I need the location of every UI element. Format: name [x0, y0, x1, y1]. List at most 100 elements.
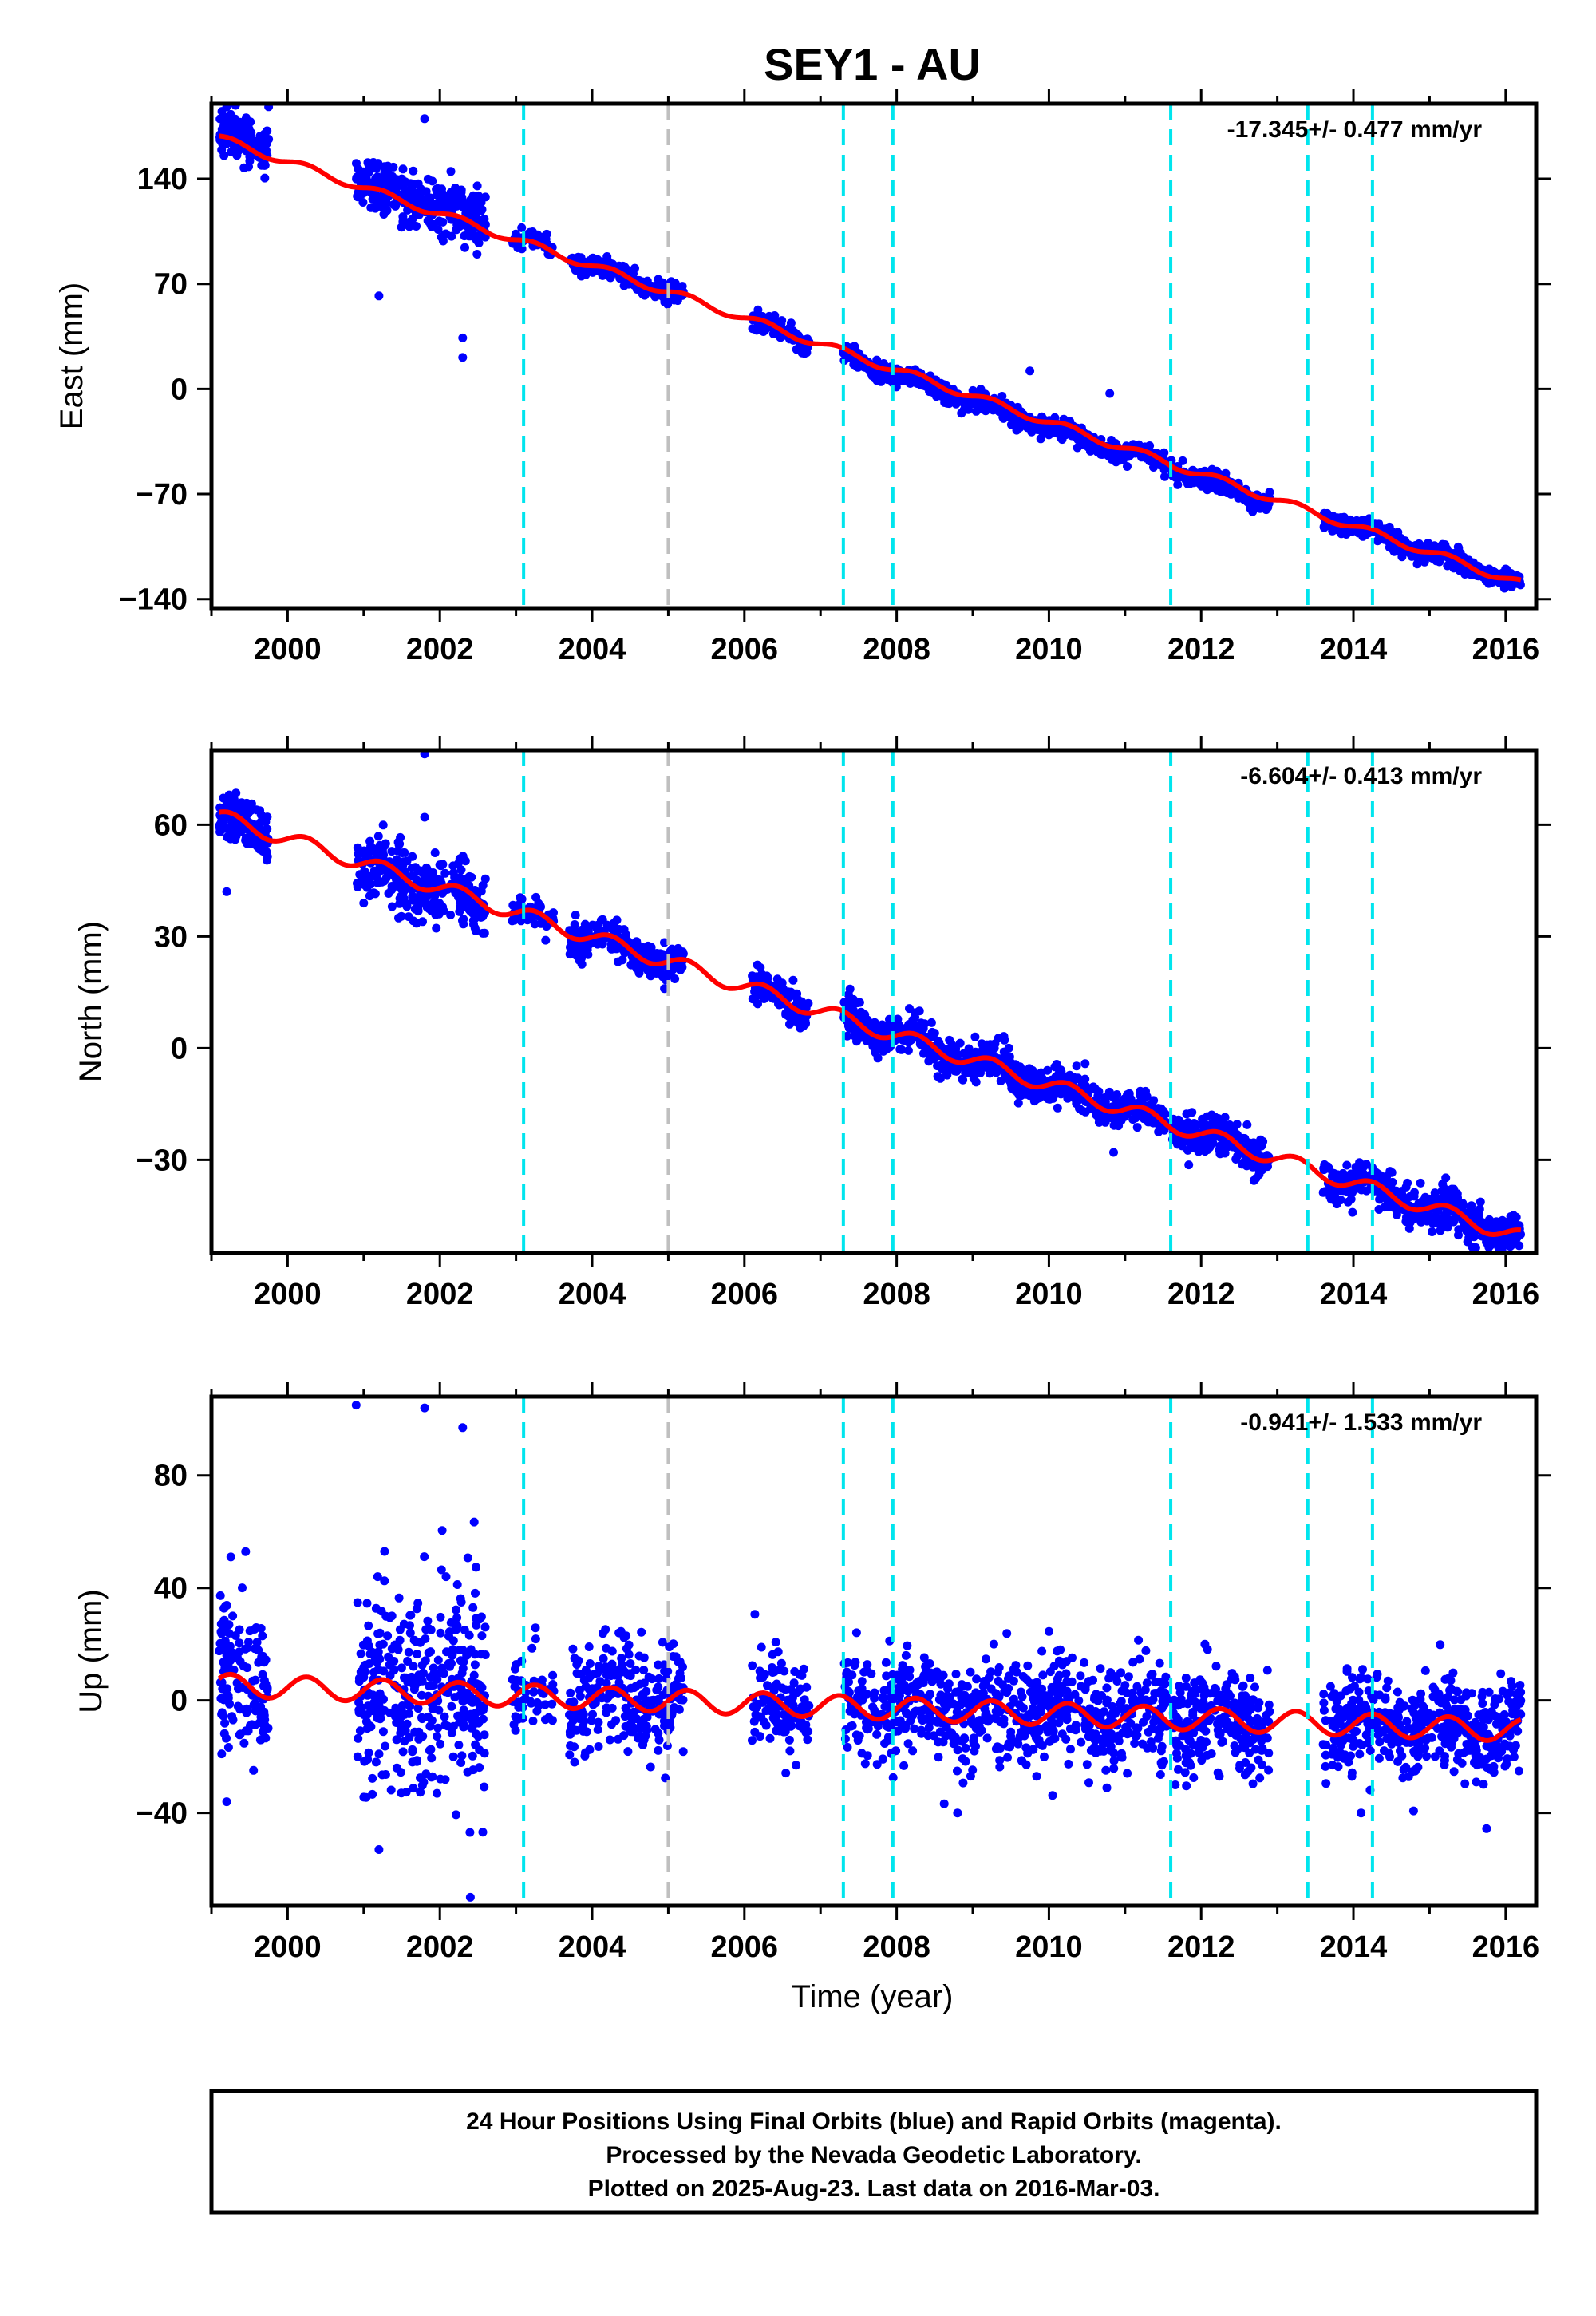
- data-point: [440, 868, 450, 878]
- data-point: [523, 912, 533, 922]
- data-point: [220, 1626, 230, 1635]
- data-point: [986, 402, 995, 412]
- data-point: [943, 1045, 953, 1054]
- data-point: [1053, 1103, 1062, 1113]
- x-tick-label: 2016: [1472, 1278, 1540, 1311]
- data-point: [412, 1604, 421, 1614]
- data-point: [1077, 1106, 1087, 1116]
- data-point: [1096, 1114, 1106, 1123]
- data-point: [436, 861, 445, 871]
- data-point: [1513, 1232, 1523, 1242]
- data-point: [244, 124, 254, 134]
- data-point: [905, 1004, 914, 1014]
- data-point: [883, 370, 893, 379]
- data-point: [480, 928, 489, 938]
- data-point: [480, 192, 490, 202]
- data-point: [1336, 1196, 1345, 1205]
- data-point: [459, 919, 468, 929]
- x-tick-label: 2014: [1320, 633, 1388, 666]
- data-point: [247, 799, 256, 808]
- data-point: [387, 902, 397, 911]
- data-point: [446, 188, 456, 197]
- data-point: [1242, 1120, 1252, 1129]
- data-point: [1346, 1195, 1356, 1204]
- y-tick-label: 140: [137, 163, 188, 196]
- y-tick-label: 0: [171, 1032, 188, 1065]
- data-point: [469, 1517, 479, 1527]
- data-point: [471, 1588, 480, 1598]
- data-point: [452, 1605, 460, 1614]
- data-point: [1065, 1070, 1075, 1080]
- data-point: [1471, 1243, 1480, 1252]
- data-point: [456, 903, 464, 912]
- plot-area: [215, 750, 1525, 1253]
- data-point: [1454, 543, 1464, 553]
- plot-area: [215, 1397, 1526, 1906]
- east-panel: 2000 2002 2004 2006 2008 2010 2012 2014 2016−140…: [54, 89, 1551, 666]
- data-point: [405, 222, 414, 231]
- data-point: [228, 118, 237, 128]
- data-point: [241, 1547, 251, 1556]
- data-point: [958, 1075, 968, 1085]
- data-point: [377, 1770, 387, 1780]
- data-point: [1184, 1160, 1194, 1170]
- plot-area: [215, 104, 1525, 608]
- data-point: [408, 215, 417, 223]
- data-point: [655, 965, 665, 974]
- data-point: [1123, 462, 1132, 471]
- data-point: [1021, 1088, 1030, 1097]
- data-point: [222, 1601, 231, 1610]
- data-point: [643, 941, 653, 951]
- data-point: [1196, 479, 1205, 488]
- data-point: [398, 164, 408, 174]
- data-point: [447, 231, 456, 241]
- data-point: [464, 905, 474, 915]
- data-point: [361, 173, 371, 183]
- data-point: [1203, 485, 1212, 495]
- data-point: [756, 963, 765, 972]
- data-point: [251, 1675, 260, 1685]
- data-point: [893, 1014, 903, 1024]
- data-point: [412, 919, 421, 928]
- data-point: [422, 864, 432, 874]
- outlier-point: [222, 887, 231, 896]
- data-point: [1182, 1109, 1191, 1119]
- data-point: [1037, 412, 1046, 421]
- data-point: [1478, 1219, 1487, 1228]
- data-point: [942, 398, 952, 408]
- data-point: [1141, 1086, 1150, 1096]
- data-point: [219, 793, 228, 803]
- data-point: [888, 378, 897, 387]
- data-point: [456, 188, 465, 197]
- data-point: [1476, 1197, 1485, 1207]
- data-point: [363, 878, 373, 887]
- data-point: [463, 1553, 472, 1563]
- data-point: [409, 166, 418, 176]
- data-point: [472, 181, 482, 191]
- x-tick-label: 2010: [1015, 633, 1083, 666]
- data-point: [409, 180, 418, 189]
- data-point: [219, 1695, 228, 1705]
- data-point: [1343, 1172, 1353, 1182]
- data-point: [259, 129, 269, 139]
- data-point: [1173, 480, 1183, 489]
- data-point: [423, 1616, 433, 1626]
- data-point: [583, 942, 593, 951]
- data-point: [263, 856, 271, 865]
- y-tick-label: 30: [154, 920, 188, 954]
- data-point: [353, 192, 362, 202]
- data-point: [355, 848, 365, 858]
- x-tick-label: 2012: [1167, 1278, 1235, 1311]
- data-point: [381, 171, 391, 180]
- data-point: [1013, 1098, 1023, 1108]
- data-point: [394, 913, 403, 923]
- data-point: [439, 906, 448, 915]
- data-point: [1253, 1143, 1262, 1152]
- data-point: [1121, 449, 1131, 459]
- data-point: [654, 275, 663, 284]
- y-tick-label: −70: [136, 478, 188, 512]
- data-point: [354, 1705, 364, 1715]
- data-point: [970, 1032, 980, 1041]
- data-point: [1043, 1065, 1053, 1075]
- data-point: [373, 832, 383, 841]
